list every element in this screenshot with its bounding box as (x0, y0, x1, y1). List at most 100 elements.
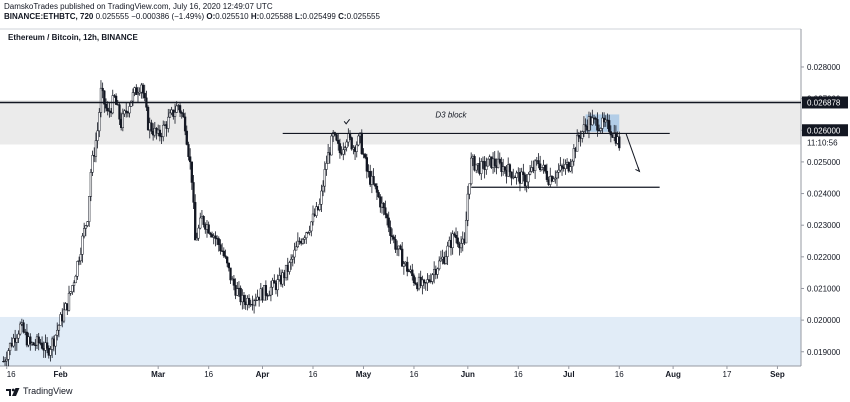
candle-body (594, 117, 597, 120)
candle-body (192, 182, 195, 203)
candle-body (379, 196, 382, 208)
candle-body (473, 156, 476, 171)
x-tick-label: 16 (514, 370, 523, 379)
candle-body (173, 112, 177, 117)
candle-body (406, 261, 409, 272)
candle-body (601, 117, 604, 129)
candle-body (337, 139, 340, 144)
candle-body (229, 267, 232, 281)
candle-body (72, 282, 76, 286)
candle-body (520, 171, 523, 184)
candle-body (242, 295, 246, 303)
candle-body (480, 161, 483, 174)
candle-body (557, 169, 560, 173)
candle-body (15, 337, 18, 343)
candle-body (582, 124, 586, 132)
checkmark-icon (343, 119, 351, 125)
x-tick-label: 17 (723, 370, 732, 379)
candle-body (183, 116, 187, 132)
candle-body (438, 260, 441, 270)
candle-body (436, 268, 439, 275)
candle-body (362, 153, 365, 155)
candle-body (114, 95, 118, 105)
candle-body (330, 135, 333, 156)
candle-body (189, 156, 192, 163)
x-tick-label: 16 (410, 370, 419, 379)
candle-body (387, 217, 390, 228)
candle-body (453, 233, 456, 236)
candle-body (308, 230, 311, 233)
candle-body (19, 323, 22, 335)
candle-body (136, 93, 140, 95)
candle-body (98, 112, 101, 132)
candle-body (69, 291, 72, 294)
candle-body (32, 342, 35, 346)
demand-zone (0, 316, 801, 366)
candle-body (414, 282, 417, 285)
candle-body (459, 243, 463, 249)
candle-body (498, 158, 501, 163)
candle-body (345, 141, 348, 148)
candle-body (323, 169, 326, 187)
candle-body (194, 202, 197, 241)
candle-body (54, 334, 57, 347)
candle-body (77, 260, 81, 262)
candle-body (195, 237, 199, 241)
x-tick-label: Mar (151, 370, 165, 379)
candle-body (577, 134, 581, 138)
candle-body (29, 336, 32, 345)
candle-body (555, 171, 559, 179)
candle-body (411, 269, 414, 276)
candle-body (554, 177, 557, 180)
candle-body (485, 165, 488, 170)
candle-body (310, 221, 313, 232)
ohlc-line: BINANCE:ETHBTC, 720 0.025555 −0.000386 (… (4, 12, 380, 22)
y-tick-label: 0.021000 (807, 284, 841, 293)
candle-body (273, 280, 276, 284)
candle-body (537, 160, 540, 165)
candle-body (17, 333, 20, 339)
candle-body (62, 309, 66, 322)
horizontal-line-price-label: 0.026878 (807, 98, 841, 107)
candle-body (412, 275, 416, 284)
candle-body (303, 237, 306, 240)
open-label: O: (206, 12, 216, 21)
candle-body (402, 263, 406, 267)
candle-body (559, 165, 562, 171)
candle-body (464, 220, 468, 244)
tradingview-footer[interactable]: TradingView (6, 386, 73, 396)
candle-body (180, 112, 183, 114)
candle-body (533, 160, 537, 171)
candle-body (138, 91, 141, 94)
candle-body (49, 349, 52, 356)
candle-body (569, 166, 572, 172)
candle-body (295, 246, 298, 251)
candle-body (7, 350, 10, 360)
candle-body (197, 227, 200, 239)
candle-body (3, 360, 7, 362)
candle-body (82, 228, 86, 237)
candle-body (407, 270, 411, 273)
candle-body (175, 105, 178, 113)
candle-body (224, 255, 227, 258)
y-tick-label: 0.020000 (807, 316, 841, 325)
candle-body (525, 181, 528, 187)
close-label: C: (338, 12, 347, 21)
candle-body (37, 336, 40, 344)
d3-block-label: D3 block (435, 111, 467, 120)
candle-body (202, 216, 205, 225)
candle-body (291, 256, 294, 260)
y-tick-label: 0.019000 (807, 348, 841, 357)
candle-body (217, 238, 220, 245)
high-value: 0.025588 (259, 12, 293, 21)
candle-body (422, 279, 426, 283)
candle-body (342, 149, 345, 155)
candle-body (143, 92, 146, 99)
candle-body (604, 119, 607, 123)
candle-body (570, 160, 574, 167)
candle-body (89, 172, 93, 197)
candle-body (104, 103, 108, 109)
candle-body (158, 129, 162, 137)
candle-body (99, 87, 103, 113)
